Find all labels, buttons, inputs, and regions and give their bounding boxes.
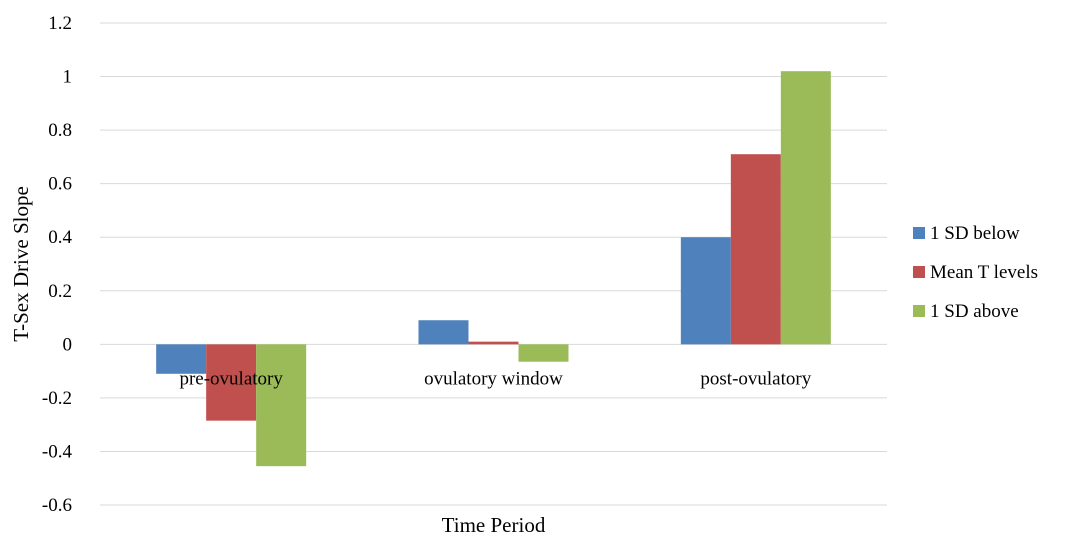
legend-label: 1 SD above xyxy=(930,301,1019,322)
category-labels: pre-ovulatory ovulatory window post-ovulat… xyxy=(179,368,811,389)
category-label: pre-ovulatory xyxy=(179,368,283,389)
x-axis-title: Time Period xyxy=(442,513,546,537)
bar xyxy=(418,320,469,345)
y-tick-label: 1.2 xyxy=(48,13,72,34)
y-tick-label: 1 xyxy=(63,67,73,88)
bar xyxy=(468,341,519,345)
y-tick-label: 0.2 xyxy=(48,281,72,302)
legend-swatch xyxy=(913,266,925,278)
bar xyxy=(680,237,731,345)
legend-label: 1 SD below xyxy=(930,223,1020,244)
y-tick-label: -0.2 xyxy=(42,388,72,409)
legend-label: Mean T levels xyxy=(930,262,1038,283)
bar xyxy=(156,344,207,374)
bar xyxy=(518,344,569,362)
y-axis-title: T-Sex Drive Slope xyxy=(9,186,33,342)
legend-swatch xyxy=(913,305,925,317)
legend: 1 SD below Mean T levels 1 SD above xyxy=(913,223,1038,322)
y-tick-label: -0.6 xyxy=(42,495,72,516)
bars xyxy=(156,71,831,467)
bar xyxy=(730,154,781,345)
y-tick-label: -0.4 xyxy=(42,441,73,462)
y-tick-label: 0 xyxy=(63,334,73,355)
y-tick-label: 0.4 xyxy=(48,227,72,248)
bar xyxy=(256,344,307,467)
y-tick-label: 0.6 xyxy=(48,174,72,195)
category-label: ovulatory window xyxy=(424,368,563,389)
bar xyxy=(780,71,831,345)
bar xyxy=(206,344,257,421)
y-tick-label: 0.8 xyxy=(48,120,72,141)
y-axis-ticks: 1.2 1 0.8 0.6 0.4 0.2 0 -0.2 -0.4 -0.6 xyxy=(42,13,73,516)
legend-swatch xyxy=(913,227,925,239)
category-label: post-ovulatory xyxy=(700,368,811,389)
